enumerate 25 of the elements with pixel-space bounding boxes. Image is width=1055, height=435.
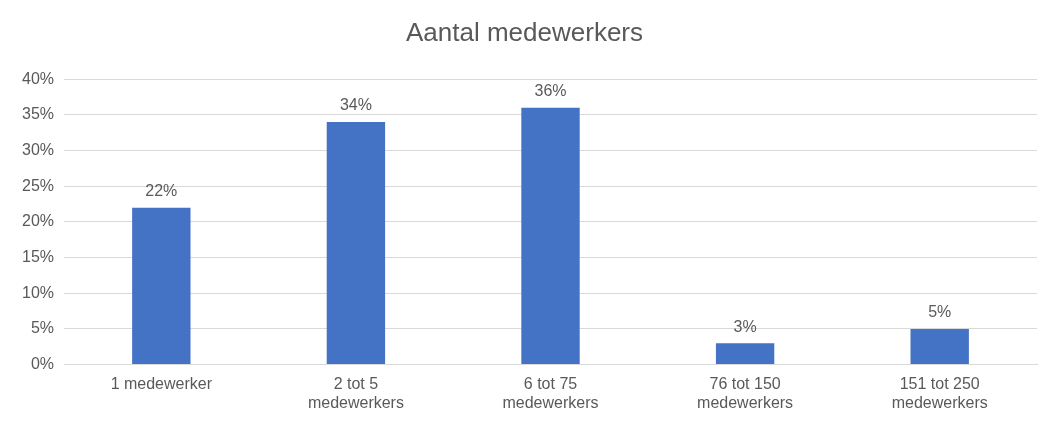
y-tick-label: 15% — [21, 247, 55, 265]
y-tick-label: 25% — [21, 176, 55, 194]
data-label: 3% — [733, 317, 757, 335]
x-tick-label: 1 medewerker — [110, 374, 213, 392]
chart-title: Aantal medewerkers — [406, 16, 643, 47]
data-label: 34% — [339, 96, 372, 114]
bar — [132, 207, 191, 365]
x-tick-label: 6 tot 75 medewerkers — [502, 374, 599, 411]
y-tick-label: 0% — [30, 355, 55, 373]
bar — [521, 107, 580, 365]
bar — [326, 122, 386, 365]
y-tick-label: 10% — [21, 283, 55, 301]
data-label: 36% — [534, 82, 567, 100]
bar — [715, 343, 775, 365]
y-tick-label: 5% — [30, 319, 55, 337]
x-tick-label: 2 tot 5 medewerkers — [307, 374, 404, 411]
x-tick-label: 76 tot 150 medewerkers — [697, 374, 794, 411]
y-tick-label: 20% — [21, 212, 55, 230]
data-label: 22% — [145, 182, 178, 200]
y-tick-label: 30% — [21, 140, 55, 158]
y-tick-label: 40% — [21, 69, 55, 87]
bar — [910, 328, 969, 365]
y-tick-label: 35% — [21, 105, 55, 123]
data-label: 5% — [928, 303, 952, 321]
x-tick-label: 151 tot 250 medewerkers — [891, 374, 988, 411]
